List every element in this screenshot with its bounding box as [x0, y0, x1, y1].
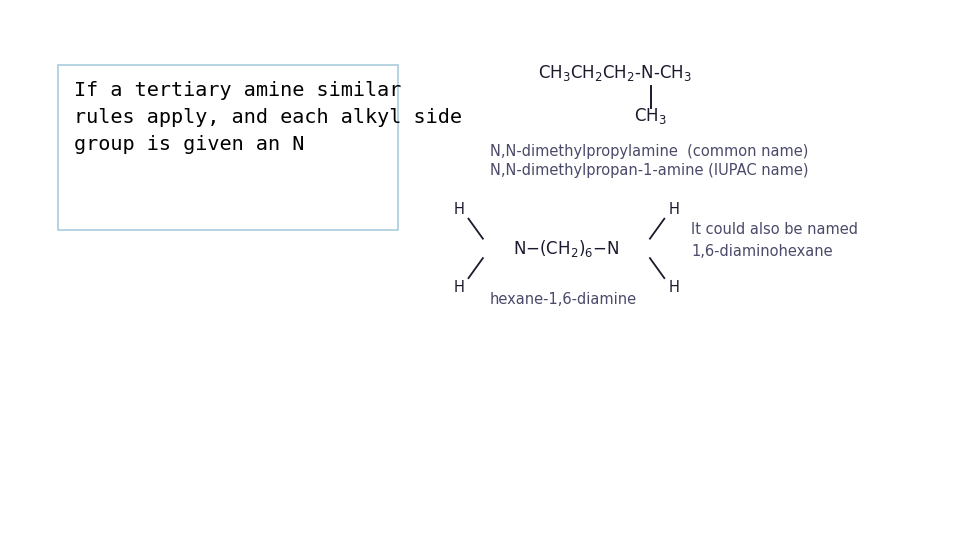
Text: H: H	[453, 280, 465, 295]
Text: It could also be named
1,6-diaminohexane: It could also be named 1,6-diaminohexane	[691, 222, 858, 259]
Text: N,N-dimethylpropylamine  (common name): N,N-dimethylpropylamine (common name)	[490, 144, 808, 159]
Text: H: H	[668, 280, 680, 295]
Text: H: H	[668, 202, 680, 217]
Text: If a tertiary amine similar
rules apply, and each alkyl side
group is given an N: If a tertiary amine similar rules apply,…	[74, 81, 462, 154]
Text: CH$_3$: CH$_3$	[635, 106, 667, 126]
Text: CH$_3$CH$_2$CH$_2$-N-CH$_3$: CH$_3$CH$_2$CH$_2$-N-CH$_3$	[538, 63, 691, 83]
Text: hexane-1,6-diamine: hexane-1,6-diamine	[490, 292, 636, 307]
Text: N,N-dimethylpropan-1-amine (IUPAC name): N,N-dimethylpropan-1-amine (IUPAC name)	[490, 163, 808, 178]
Text: H: H	[453, 202, 465, 217]
Text: N$-$(CH$_2$)$_6$$-$N: N$-$(CH$_2$)$_6$$-$N	[514, 238, 619, 259]
